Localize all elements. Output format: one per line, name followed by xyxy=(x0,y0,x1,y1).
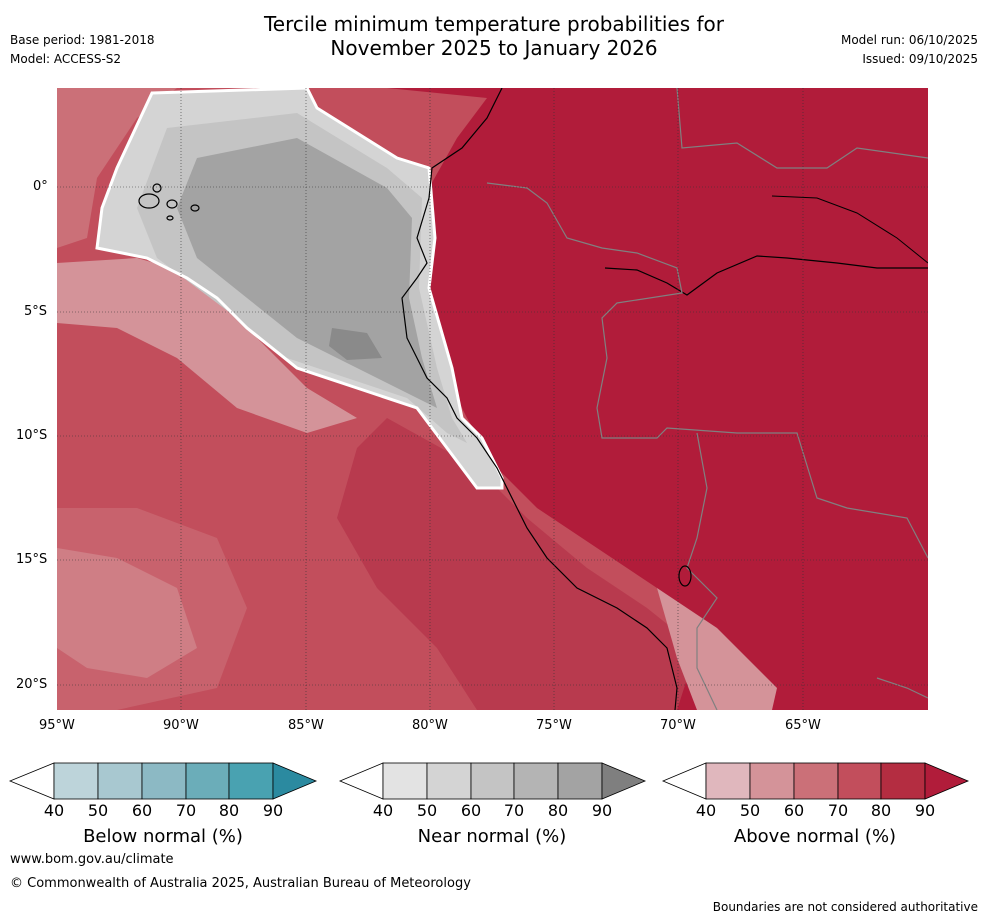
colorbar-above xyxy=(661,762,970,800)
colorbar-above-label: Above normal (%) xyxy=(733,826,897,847)
lon-label-70w: 70°W xyxy=(660,718,696,733)
land-above-80-region xyxy=(387,88,928,710)
colorbar-near-swatch-40-50 xyxy=(382,762,428,800)
colorbar-near-label: Near normal (%) xyxy=(417,826,567,847)
colorbar-near-tick-60: 60 xyxy=(460,801,482,820)
amazon-river xyxy=(604,255,928,296)
colorbar-below-swatch-80-90 xyxy=(228,762,274,800)
colorbar-above-swatch-70-80 xyxy=(837,762,882,800)
country-boundaries-peru-bolivia xyxy=(686,432,718,710)
colorbar-above-swatch-50-60 xyxy=(749,762,795,800)
colorbar-above-tick-40: 40 xyxy=(695,801,717,820)
graticule xyxy=(57,88,928,710)
colorbar-near-swatch-70-80 xyxy=(513,762,559,800)
colorbar-above-high-arrow xyxy=(924,762,970,800)
colorbar-near-tick-80: 80 xyxy=(547,801,569,820)
colorbar-above-tick-60: 60 xyxy=(783,801,805,820)
lon-label-95w: 95°W xyxy=(39,718,75,733)
lat-label-10s: 10°S xyxy=(16,428,48,443)
colorbar-near-swatch-80-90 xyxy=(557,762,603,800)
footer-copyright: © Commonwealth of Australia 2025, Austra… xyxy=(10,876,471,891)
colorbar-near-swatch-50-60 xyxy=(426,762,472,800)
map-title: Tercile minimum temperature probabilitie… xyxy=(0,12,988,60)
colorbar-below-tick-90: 90 xyxy=(262,801,284,820)
colorbar-near-high-arrow xyxy=(601,762,647,800)
country-boundaries-colombia-venezuela xyxy=(676,88,928,169)
ocean-above-40-region xyxy=(57,258,357,433)
near-normal-boundary-contour xyxy=(95,88,504,490)
lat-label-5s: 5°S xyxy=(24,304,48,319)
colorbar-near-tick-90: 90 xyxy=(591,801,613,820)
lat-label-0: 0° xyxy=(33,179,48,194)
lat-label-15s: 15°S xyxy=(16,552,48,567)
colorbar-below-tick-60: 60 xyxy=(131,801,153,820)
altiplano-above-40-region xyxy=(657,588,777,710)
model-text: Model: ACCESS-S2 xyxy=(10,52,122,66)
colorbar-above-low-arrow xyxy=(661,762,707,800)
colorbar-above-tick-80: 80 xyxy=(870,801,892,820)
lat-label-20s: 20°S xyxy=(16,677,48,692)
lon-label-90w: 90°W xyxy=(163,718,199,733)
ocean-above-50-region-north xyxy=(57,88,177,248)
colorbar-near-low-arrow xyxy=(338,762,384,800)
colorbar-above-swatch-60-70 xyxy=(793,762,839,800)
colorbar-above-tick-90: 90 xyxy=(914,801,936,820)
colorbar-above-tick-70: 70 xyxy=(827,801,849,820)
colorbar-near-tick-40: 40 xyxy=(372,801,394,820)
colorbar-below-tick-50: 50 xyxy=(87,801,109,820)
colorbar-near-tick-70: 70 xyxy=(503,801,525,820)
colorbar-below-swatch-70-80 xyxy=(185,762,230,800)
colorbar-near-swatch-60-70 xyxy=(470,762,515,800)
colorbar-below xyxy=(8,762,318,800)
ocean-above-70-region xyxy=(337,418,737,710)
colorbar-below-label: Below normal (%) xyxy=(83,826,243,847)
colorbar-below-swatch-60-70 xyxy=(141,762,187,800)
colorbar-below-tick-80: 80 xyxy=(218,801,240,820)
title-line-2: November 2025 to January 2026 xyxy=(330,36,658,60)
rio-negro-river xyxy=(771,195,928,264)
lake-titicaca xyxy=(678,565,692,587)
colorbars xyxy=(8,762,970,800)
colorbar-above-swatch-40-50 xyxy=(705,762,751,800)
colorbar-below-swatch-50-60 xyxy=(97,762,143,800)
colorbar-below-high-arrow xyxy=(272,762,318,800)
probability-map xyxy=(57,88,928,710)
lon-label-85w: 85°W xyxy=(288,718,324,733)
base-period-text: Base period: 1981-2018 xyxy=(10,33,155,47)
ocean-above-50-region-south xyxy=(57,508,247,710)
colorbar-above-tick-50: 50 xyxy=(739,801,761,820)
colorbar-below-swatch-40-50 xyxy=(53,762,99,800)
model-run-text: Model run: 06/10/2025 xyxy=(840,33,978,47)
near-normal-70-region xyxy=(177,138,437,408)
lon-label-80w: 80°W xyxy=(412,718,448,733)
colorbar-below-tick-40: 40 xyxy=(43,801,65,820)
colorbar-above-swatch-80-90 xyxy=(880,762,926,800)
title-line-1: Tercile minimum temperature probabilitie… xyxy=(263,12,725,36)
galapagos-islands xyxy=(138,183,200,221)
footer-disclaimer: Boundaries are not considered authoritat… xyxy=(712,900,978,914)
colorbar-below-low-arrow xyxy=(8,762,55,800)
near-normal-80-region xyxy=(329,328,382,360)
colorbar-near-tick-50: 50 xyxy=(416,801,438,820)
coastline xyxy=(401,88,678,710)
country-boundaries-south xyxy=(876,677,928,699)
colorbar-near xyxy=(338,762,647,800)
lon-label-75w: 75°W xyxy=(536,718,572,733)
colorbar-below-tick-70: 70 xyxy=(175,801,197,820)
issued-text: Issued: 09/10/2025 xyxy=(862,52,978,66)
footer-url: www.bom.gov.au/climate xyxy=(10,852,174,867)
lon-label-65w: 65°W xyxy=(785,718,821,733)
country-boundaries-north xyxy=(486,182,928,559)
